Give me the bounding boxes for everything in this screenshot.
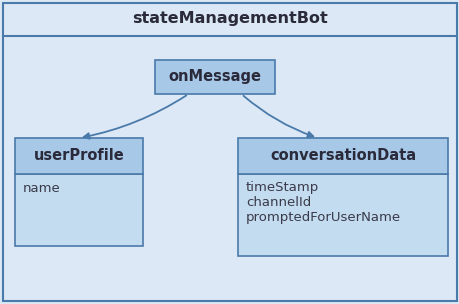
Bar — [15, 174, 143, 246]
Text: stateManagementBot: stateManagementBot — [132, 11, 327, 26]
Text: onMessage: onMessage — [168, 70, 261, 85]
Bar — [15, 138, 143, 174]
Text: conversationData: conversationData — [269, 148, 415, 164]
Text: name: name — [23, 181, 61, 195]
Text: channelId: channelId — [246, 196, 311, 209]
Bar — [237, 174, 447, 256]
Bar — [155, 60, 274, 94]
Text: userProfile: userProfile — [34, 148, 124, 164]
Text: promptedForUserName: promptedForUserName — [246, 212, 400, 224]
Text: timeStamp: timeStamp — [246, 181, 319, 195]
Bar — [237, 138, 447, 174]
